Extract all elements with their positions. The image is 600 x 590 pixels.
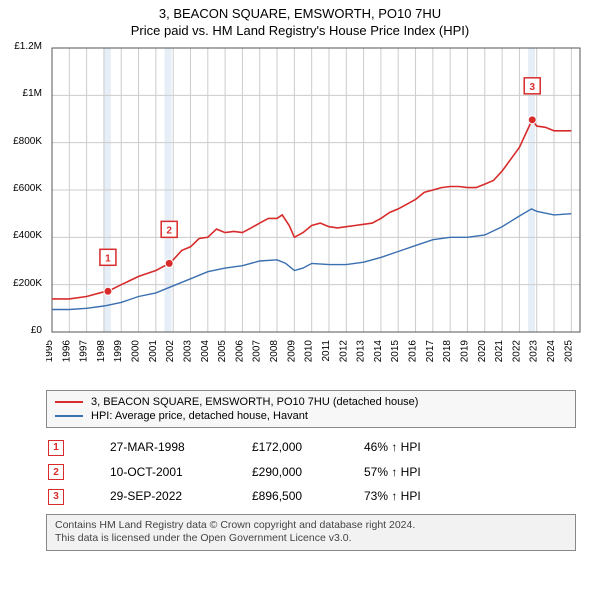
- legend-item: HPI: Average price, detached house, Hava…: [55, 409, 567, 423]
- svg-text:2013: 2013: [356, 340, 367, 363]
- marker-date: 27-MAR-1998: [110, 436, 250, 459]
- chart-plot-area: 1 2 3 1995 1996 1997 1998 1999 2000 2001 2002 2003 2…: [46, 42, 586, 382]
- chart-subtitle: Price paid vs. HM Land Registry's House …: [0, 21, 600, 42]
- svg-text:2020: 2020: [477, 340, 488, 363]
- svg-text:2: 2: [166, 225, 172, 236]
- license-line2: This data is licensed under the Open Gov…: [55, 532, 567, 546]
- marker-number-box: 3: [48, 489, 64, 505]
- marker-price: £896,500: [252, 485, 362, 508]
- svg-text:2007: 2007: [252, 340, 263, 363]
- svg-text:2021: 2021: [494, 340, 505, 363]
- marker-date: 10-OCT-2001: [110, 461, 250, 484]
- line-chart-svg: 1 2 3 1995 1996 1997 1998 1999 2000 2001 2002 2003 2…: [46, 42, 586, 382]
- svg-text:2000: 2000: [131, 340, 142, 363]
- svg-text:2006: 2006: [234, 340, 245, 363]
- svg-text:2002: 2002: [165, 340, 176, 363]
- y-tick-label: £0: [0, 325, 42, 336]
- svg-text:2004: 2004: [200, 340, 211, 363]
- marker-row: 3 29-SEP-2022£896,50073% ↑ HPI: [48, 485, 484, 508]
- marker-number-box: 2: [48, 464, 64, 480]
- legend-item: 3, BEACON SQUARE, EMSWORTH, PO10 7HU (de…: [55, 395, 567, 409]
- svg-text:2011: 2011: [321, 340, 332, 362]
- svg-text:2014: 2014: [373, 340, 384, 363]
- svg-text:2008: 2008: [269, 340, 280, 363]
- svg-text:3: 3: [529, 82, 535, 93]
- svg-text:1999: 1999: [113, 340, 124, 363]
- svg-text:2015: 2015: [390, 340, 401, 363]
- svg-text:2019: 2019: [459, 340, 470, 363]
- legend-swatch: [55, 401, 83, 403]
- svg-text:2016: 2016: [408, 340, 419, 363]
- license-note: Contains HM Land Registry data © Crown c…: [46, 514, 576, 551]
- marker-table: 1 27-MAR-1998£172,00046% ↑ HPI 2 10-OCT-200…: [46, 434, 486, 510]
- svg-text:2024: 2024: [546, 340, 557, 363]
- svg-text:2023: 2023: [529, 340, 540, 363]
- svg-text:1: 1: [105, 253, 111, 264]
- svg-text:2003: 2003: [182, 340, 193, 363]
- svg-text:2010: 2010: [304, 340, 315, 363]
- legend-label: HPI: Average price, detached house, Hava…: [91, 410, 308, 422]
- legend: 3, BEACON SQUARE, EMSWORTH, PO10 7HU (de…: [46, 390, 576, 428]
- marker-price: £290,000: [252, 461, 362, 484]
- legend-label: 3, BEACON SQUARE, EMSWORTH, PO10 7HU (de…: [91, 396, 418, 408]
- marker-price: £172,000: [252, 436, 362, 459]
- svg-text:1998: 1998: [96, 340, 107, 363]
- svg-text:2005: 2005: [217, 340, 228, 363]
- y-tick-label: £600K: [0, 183, 42, 194]
- svg-text:2012: 2012: [338, 340, 349, 363]
- marker-date: 29-SEP-2022: [110, 485, 250, 508]
- svg-text:2022: 2022: [511, 340, 522, 363]
- svg-text:2018: 2018: [442, 340, 453, 363]
- license-line1: Contains HM Land Registry data © Crown c…: [55, 519, 567, 533]
- svg-text:2025: 2025: [563, 340, 574, 363]
- svg-text:2009: 2009: [286, 340, 297, 363]
- y-tick-label: £800K: [0, 136, 42, 147]
- marker-row: 1 27-MAR-1998£172,00046% ↑ HPI: [48, 436, 484, 459]
- y-tick-label: £400K: [0, 230, 42, 241]
- marker-row: 2 10-OCT-2001£290,00057% ↑ HPI: [48, 461, 484, 484]
- marker-pct: 46% ↑ HPI: [364, 436, 484, 459]
- chart-container: 3, BEACON SQUARE, EMSWORTH, PO10 7HU Pri…: [0, 0, 600, 590]
- y-tick-label: £200K: [0, 278, 42, 289]
- svg-text:1995: 1995: [46, 340, 55, 363]
- svg-text:2017: 2017: [425, 340, 436, 363]
- marker-pct: 73% ↑ HPI: [364, 485, 484, 508]
- legend-swatch: [55, 415, 83, 417]
- marker-number-box: 1: [48, 440, 64, 456]
- marker-pct: 57% ↑ HPI: [364, 461, 484, 484]
- svg-text:1996: 1996: [61, 340, 72, 363]
- y-tick-label: £1.2M: [0, 41, 42, 52]
- y-tick-label: £1M: [0, 88, 42, 99]
- svg-text:1997: 1997: [79, 340, 90, 363]
- svg-text:2001: 2001: [148, 340, 159, 363]
- chart-title: 3, BEACON SQUARE, EMSWORTH, PO10 7HU: [0, 0, 600, 21]
